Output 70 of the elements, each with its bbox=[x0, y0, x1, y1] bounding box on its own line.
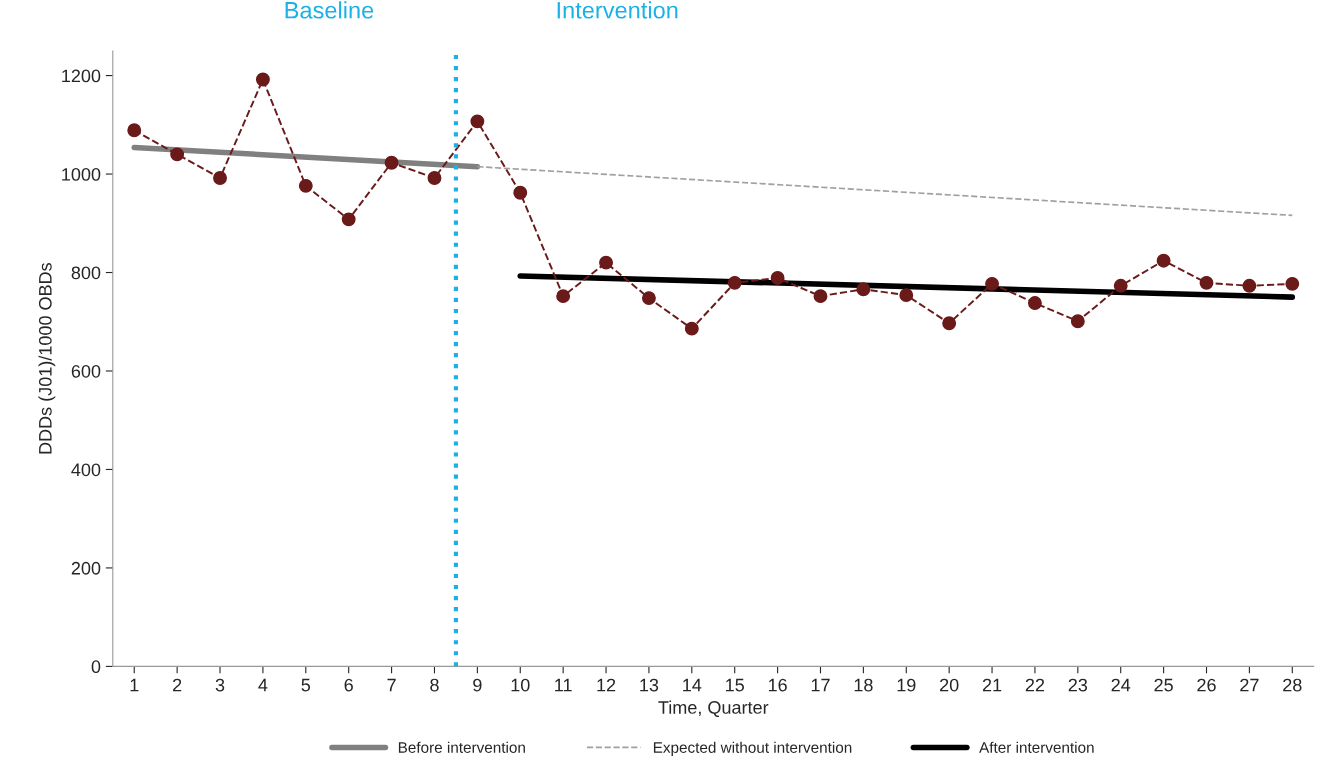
point bbox=[985, 276, 999, 291]
point bbox=[1285, 276, 1300, 291]
point bbox=[470, 114, 485, 129]
point bbox=[298, 178, 313, 193]
legend-label: Before intervention bbox=[398, 741, 525, 753]
point bbox=[1156, 253, 1171, 268]
point bbox=[213, 171, 227, 185]
point bbox=[1070, 314, 1085, 329]
point bbox=[170, 147, 185, 162]
x-tick-label: 25 bbox=[1154, 678, 1173, 692]
x-tick-label: 9 bbox=[473, 678, 482, 692]
x-tick-label: 7 bbox=[387, 678, 396, 692]
x-axis-title: Time, Quarter bbox=[658, 700, 769, 718]
point bbox=[341, 212, 356, 227]
x-tick-label: 17 bbox=[811, 678, 830, 692]
x-tick-label: 6 bbox=[344, 678, 353, 692]
text: Intervention bbox=[557, 1, 678, 19]
point bbox=[427, 171, 442, 185]
point bbox=[684, 321, 699, 336]
x-tick-label: 23 bbox=[1068, 678, 1088, 692]
x-tick-label: 10 bbox=[511, 678, 530, 692]
point bbox=[1113, 278, 1128, 293]
x-tick-label: 26 bbox=[1197, 678, 1216, 692]
point bbox=[556, 289, 571, 304]
legend-label: After intervention bbox=[979, 741, 1094, 753]
y-tick-label: 1200 bbox=[62, 69, 101, 83]
x-tick-label: 11 bbox=[555, 678, 572, 692]
x-tick-label: 13 bbox=[640, 678, 659, 692]
x-tick-label: 15 bbox=[726, 678, 744, 692]
x-tick-label: 28 bbox=[1283, 678, 1302, 692]
point bbox=[255, 72, 270, 87]
point bbox=[813, 289, 828, 304]
x-tick-label: 19 bbox=[897, 678, 916, 692]
text: Baseline bbox=[285, 1, 374, 19]
x-tick-label: 1 bbox=[130, 678, 139, 692]
x-tick-label: 20 bbox=[940, 678, 959, 692]
y-tick-label: 1000 bbox=[62, 167, 101, 181]
y-axis-title: DDDs (J01)/1000 OBDs bbox=[38, 263, 56, 454]
y-tick-label: 200 bbox=[71, 561, 101, 575]
point bbox=[770, 270, 785, 285]
y-tick-label: 800 bbox=[71, 266, 101, 280]
point bbox=[1199, 275, 1214, 290]
x-tick-label: 5 bbox=[301, 678, 311, 692]
point bbox=[384, 155, 399, 170]
x-tick-label: 18 bbox=[854, 678, 873, 692]
x-tick-label: 16 bbox=[768, 678, 787, 692]
point bbox=[899, 288, 914, 303]
x-tick-label: 27 bbox=[1240, 678, 1259, 692]
x-tick-label: 2 bbox=[173, 678, 182, 692]
x-tick-label: 24 bbox=[1111, 678, 1131, 692]
y-tick-label: 400 bbox=[71, 463, 101, 477]
legend-label: Expected without intervention bbox=[653, 741, 852, 756]
point bbox=[513, 185, 528, 200]
point bbox=[641, 291, 656, 306]
point bbox=[1242, 278, 1257, 293]
x-tick-label: 22 bbox=[1025, 678, 1045, 692]
y-tick-label: 600 bbox=[71, 364, 101, 378]
point bbox=[727, 275, 742, 290]
y-tick-label: 0 bbox=[91, 660, 101, 674]
point bbox=[856, 282, 871, 297]
x-tick-label: 21 bbox=[982, 678, 1002, 692]
point bbox=[127, 123, 142, 138]
point bbox=[599, 255, 613, 270]
x-tick-label: 12 bbox=[597, 678, 616, 692]
x-tick-label: 4 bbox=[258, 678, 268, 692]
x-tick-label: 8 bbox=[430, 678, 439, 692]
x-tick-label: 3 bbox=[215, 678, 225, 692]
x-tick-label: 14 bbox=[683, 678, 702, 692]
point bbox=[1027, 296, 1042, 310]
point bbox=[942, 316, 957, 331]
